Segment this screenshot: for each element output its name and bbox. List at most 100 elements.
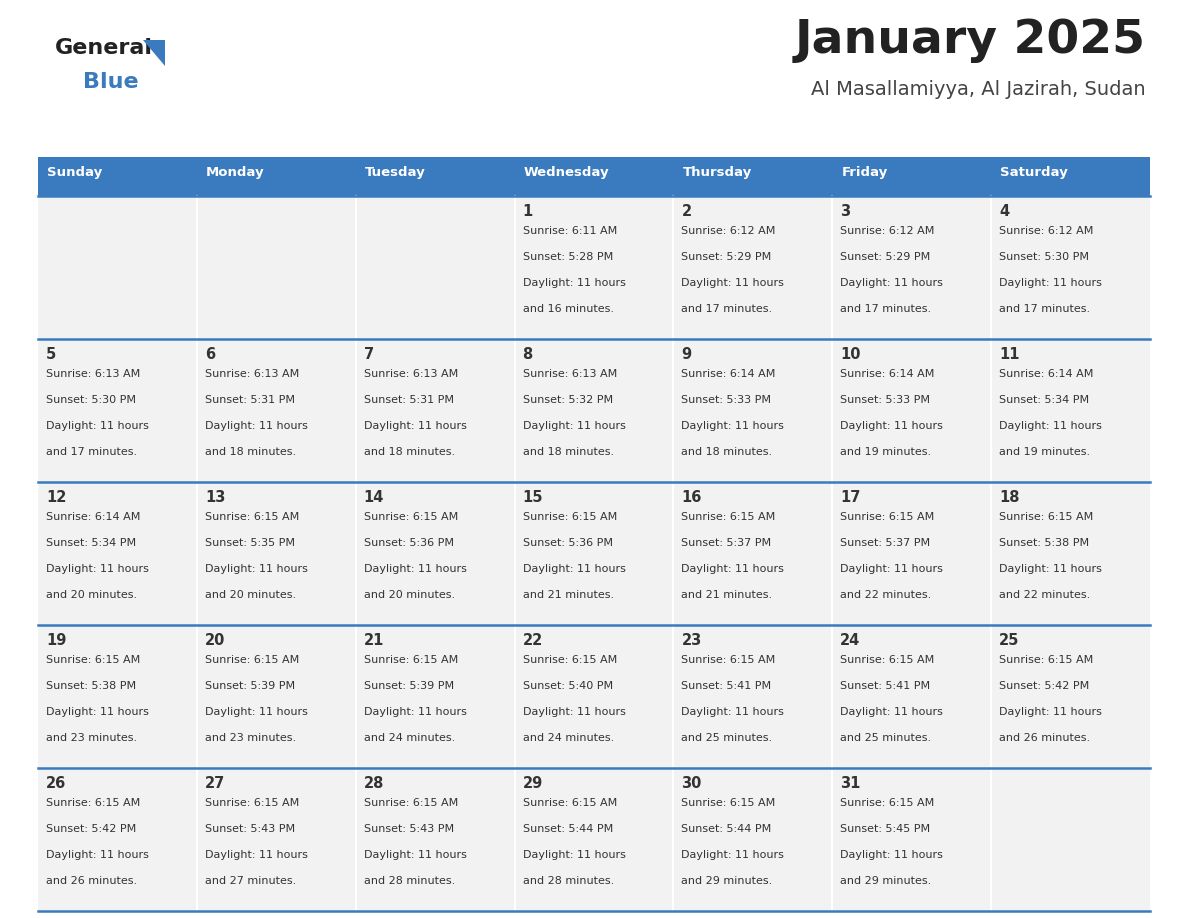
Text: Daylight: 11 hours: Daylight: 11 hours [46,421,148,431]
Text: Daylight: 11 hours: Daylight: 11 hours [364,707,467,717]
Text: Sunset: 5:30 PM: Sunset: 5:30 PM [999,252,1089,262]
Text: 8: 8 [523,347,533,362]
Text: Daylight: 11 hours: Daylight: 11 hours [682,850,784,860]
Bar [991,482,1150,625]
Text: Sunrise: 6:15 AM: Sunrise: 6:15 AM [364,798,457,808]
Text: Sunrise: 6:15 AM: Sunrise: 6:15 AM [204,798,299,808]
Text: Sunrise: 6:15 AM: Sunrise: 6:15 AM [523,512,617,522]
Text: Sunset: 5:40 PM: Sunset: 5:40 PM [523,681,613,691]
Text: Sunset: 5:31 PM: Sunset: 5:31 PM [204,395,295,405]
Text: Sunrise: 6:13 AM: Sunrise: 6:13 AM [46,369,140,379]
Text: Sunset: 5:35 PM: Sunset: 5:35 PM [204,538,295,548]
Text: and 25 minutes.: and 25 minutes. [682,733,772,743]
Text: Sunset: 5:41 PM: Sunset: 5:41 PM [682,681,771,691]
Bar [514,196,674,339]
Text: Sunset: 5:44 PM: Sunset: 5:44 PM [682,824,772,834]
Text: and 18 minutes.: and 18 minutes. [682,447,772,457]
Text: and 26 minutes.: and 26 minutes. [999,733,1091,743]
Text: Sunset: 5:45 PM: Sunset: 5:45 PM [840,824,930,834]
Text: and 20 minutes.: and 20 minutes. [364,590,455,600]
Text: and 17 minutes.: and 17 minutes. [999,304,1091,314]
Bar [38,160,197,196]
Text: Sunset: 5:44 PM: Sunset: 5:44 PM [523,824,613,834]
Text: and 28 minutes.: and 28 minutes. [364,876,455,886]
Bar [833,196,991,339]
Text: Daylight: 11 hours: Daylight: 11 hours [840,850,943,860]
Text: Sunset: 5:34 PM: Sunset: 5:34 PM [999,395,1089,405]
Text: Sunset: 5:41 PM: Sunset: 5:41 PM [840,681,930,691]
Text: 10: 10 [840,347,861,362]
Text: Daylight: 11 hours: Daylight: 11 hours [204,707,308,717]
Text: Sunrise: 6:15 AM: Sunrise: 6:15 AM [523,655,617,665]
Bar [674,339,833,482]
Bar [514,482,674,625]
Text: and 18 minutes.: and 18 minutes. [523,447,614,457]
Text: Daylight: 11 hours: Daylight: 11 hours [46,850,148,860]
Text: 14: 14 [364,490,384,505]
Text: Sunset: 5:39 PM: Sunset: 5:39 PM [204,681,295,691]
Text: 5: 5 [46,347,56,362]
Text: Sunrise: 6:15 AM: Sunrise: 6:15 AM [682,655,776,665]
Text: Sunrise: 6:15 AM: Sunrise: 6:15 AM [999,512,1093,522]
Text: Sunrise: 6:15 AM: Sunrise: 6:15 AM [364,655,457,665]
Text: and 18 minutes.: and 18 minutes. [364,447,455,457]
Text: Sunset: 5:43 PM: Sunset: 5:43 PM [364,824,454,834]
Text: and 26 minutes.: and 26 minutes. [46,876,137,886]
Text: Sunrise: 6:15 AM: Sunrise: 6:15 AM [999,655,1093,665]
Bar [38,625,197,768]
Bar [674,768,833,911]
Bar [833,160,991,196]
Text: 24: 24 [840,633,860,648]
Text: 9: 9 [682,347,691,362]
Text: 16: 16 [682,490,702,505]
Text: Sunrise: 6:15 AM: Sunrise: 6:15 AM [682,798,776,808]
Text: Daylight: 11 hours: Daylight: 11 hours [840,564,943,574]
Text: and 23 minutes.: and 23 minutes. [204,733,296,743]
Bar [833,482,991,625]
Text: Saturday: Saturday [1000,166,1068,179]
Text: Daylight: 11 hours: Daylight: 11 hours [523,564,625,574]
Text: Sunset: 5:29 PM: Sunset: 5:29 PM [840,252,930,262]
Text: and 22 minutes.: and 22 minutes. [999,590,1091,600]
Text: 30: 30 [682,776,702,791]
Bar [197,768,355,911]
Text: Friday: Friday [841,166,887,179]
Text: 18: 18 [999,490,1019,505]
Bar [355,339,514,482]
Bar [833,768,991,911]
Text: Daylight: 11 hours: Daylight: 11 hours [523,278,625,288]
Text: 11: 11 [999,347,1019,362]
Text: 6: 6 [204,347,215,362]
Bar [514,339,674,482]
Text: Sunset: 5:42 PM: Sunset: 5:42 PM [46,824,137,834]
Text: Blue: Blue [83,72,139,92]
Text: Sunday: Sunday [48,166,102,179]
Bar [355,482,514,625]
Polygon shape [143,40,165,66]
Text: and 25 minutes.: and 25 minutes. [840,733,931,743]
Text: Sunrise: 6:15 AM: Sunrise: 6:15 AM [46,655,140,665]
Text: Daylight: 11 hours: Daylight: 11 hours [364,850,467,860]
Text: 27: 27 [204,776,225,791]
Text: Wednesday: Wednesday [524,166,609,179]
Bar [991,196,1150,339]
Text: and 21 minutes.: and 21 minutes. [523,590,614,600]
Text: Daylight: 11 hours: Daylight: 11 hours [999,421,1102,431]
Text: Daylight: 11 hours: Daylight: 11 hours [46,707,148,717]
Text: 2: 2 [682,204,691,219]
Text: Sunset: 5:38 PM: Sunset: 5:38 PM [999,538,1089,548]
Text: Sunrise: 6:14 AM: Sunrise: 6:14 AM [999,369,1093,379]
Text: Sunrise: 6:15 AM: Sunrise: 6:15 AM [46,798,140,808]
Text: Sunrise: 6:11 AM: Sunrise: 6:11 AM [523,226,617,236]
Text: 29: 29 [523,776,543,791]
Text: Daylight: 11 hours: Daylight: 11 hours [682,564,784,574]
Bar [355,625,514,768]
Text: Sunset: 5:37 PM: Sunset: 5:37 PM [840,538,930,548]
Text: Daylight: 11 hours: Daylight: 11 hours [840,421,943,431]
Text: and 23 minutes.: and 23 minutes. [46,733,137,743]
Text: and 19 minutes.: and 19 minutes. [999,447,1091,457]
Text: Sunset: 5:37 PM: Sunset: 5:37 PM [682,538,771,548]
Text: Sunrise: 6:14 AM: Sunrise: 6:14 AM [840,369,935,379]
Text: 15: 15 [523,490,543,505]
Text: Daylight: 11 hours: Daylight: 11 hours [523,850,625,860]
